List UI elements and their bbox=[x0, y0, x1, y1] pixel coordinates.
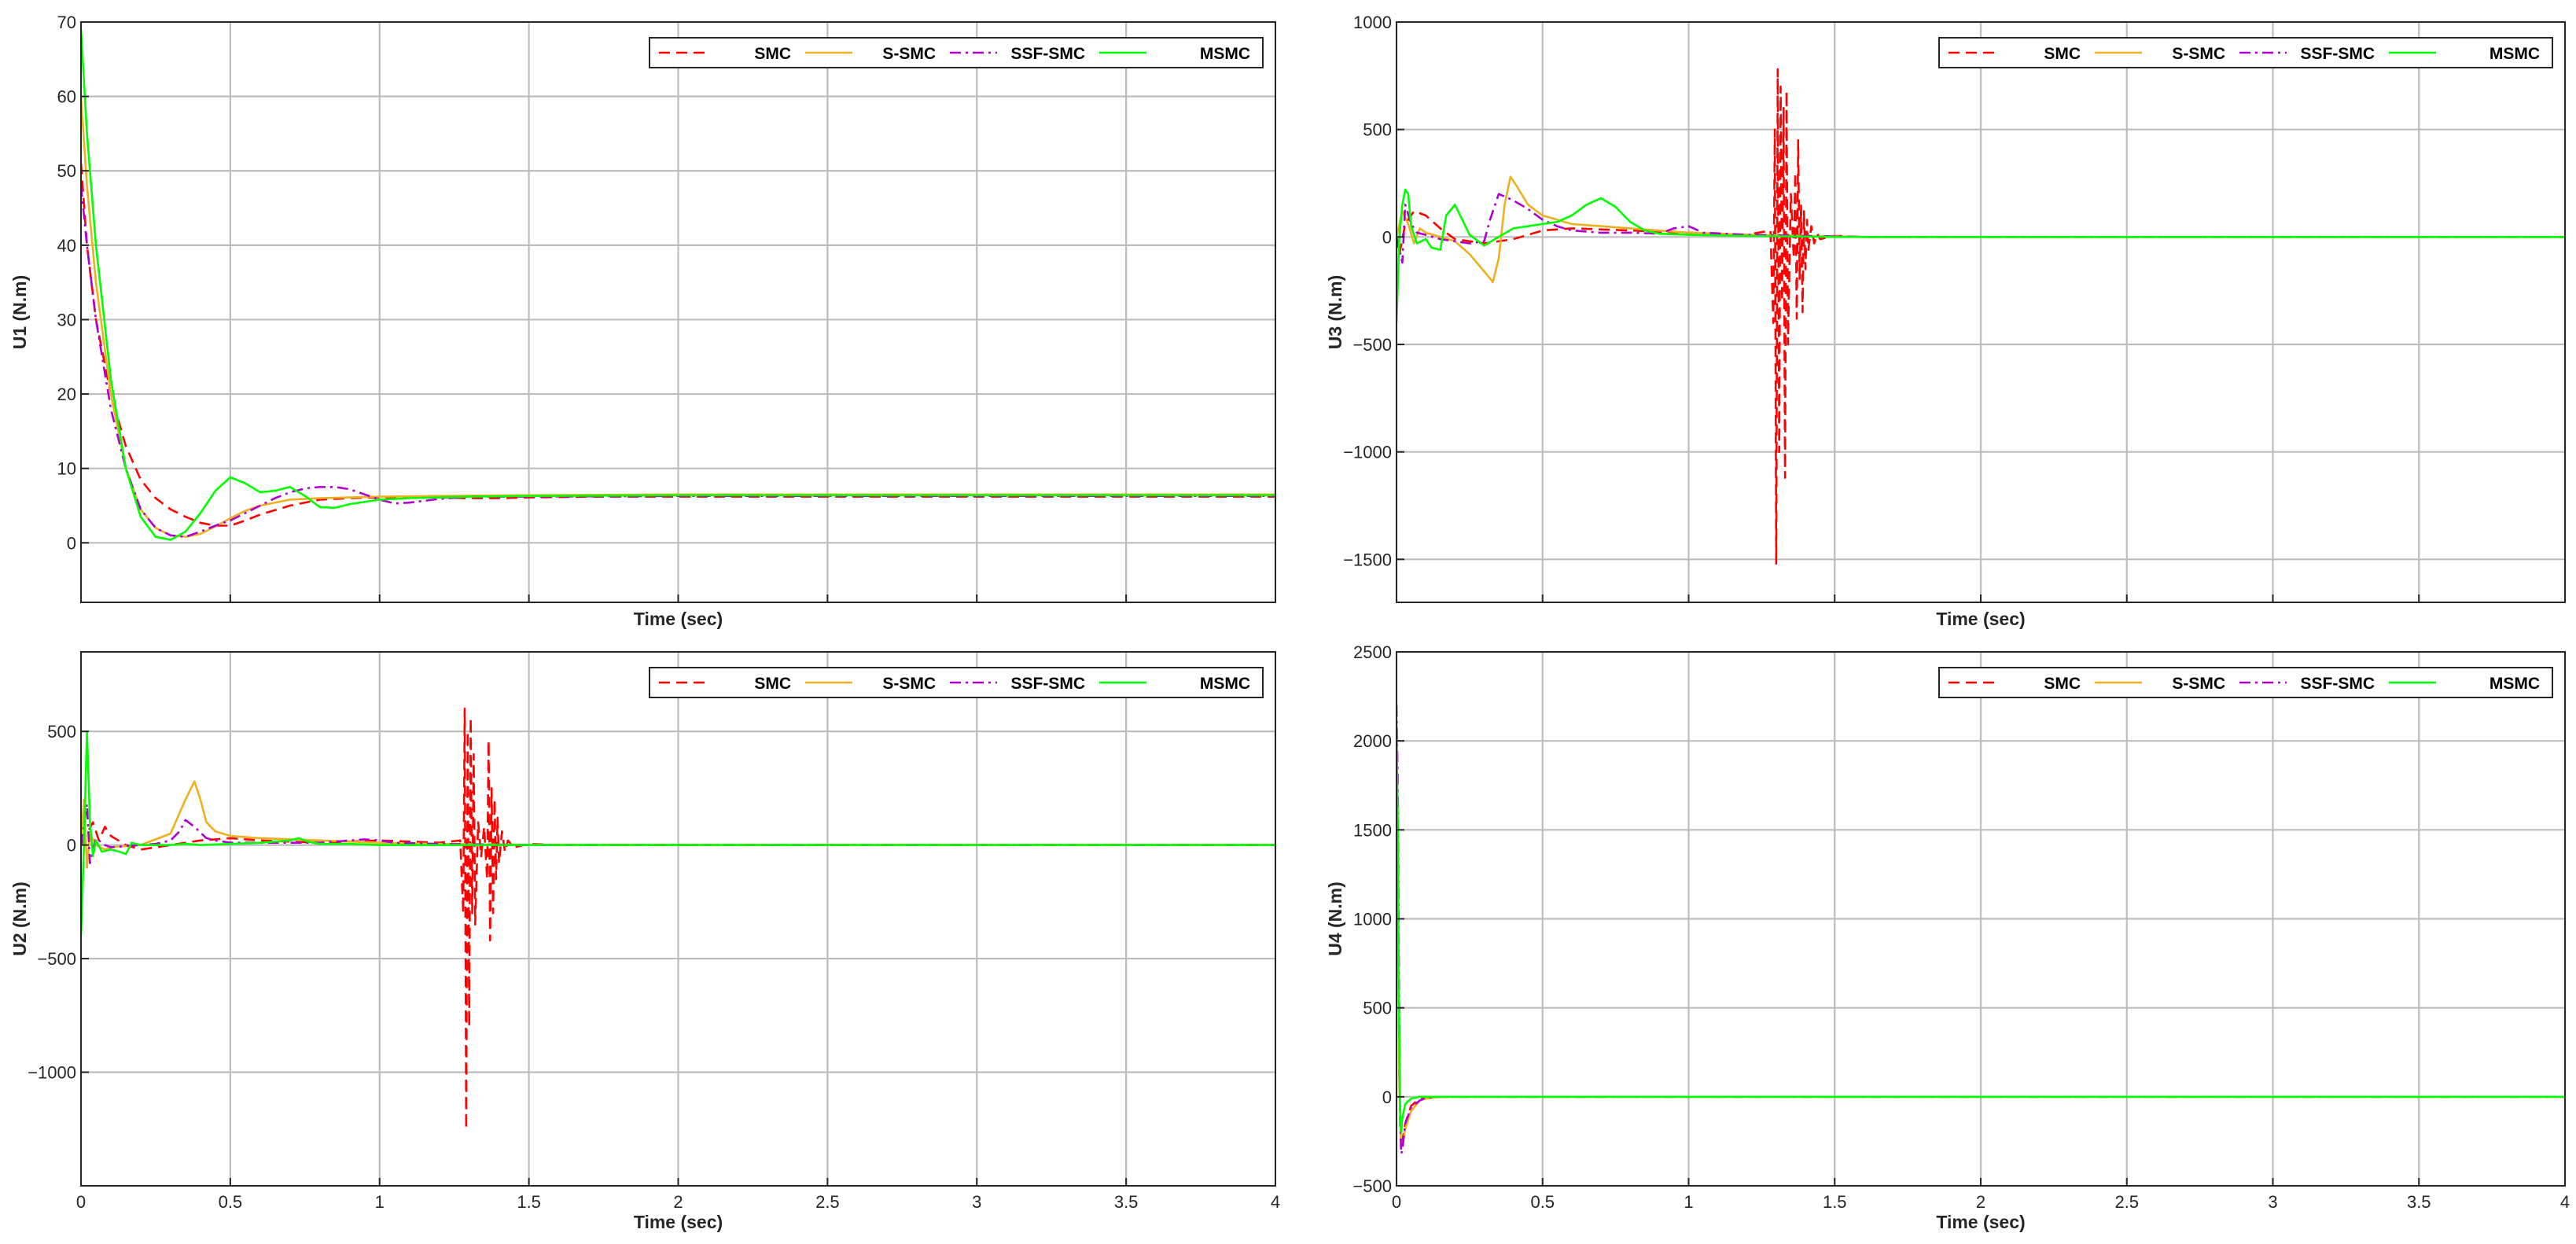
legend-label-smc: SMC bbox=[754, 45, 791, 63]
x-tick-label: 0.5 bbox=[219, 1192, 243, 1212]
y-tick-label: 2500 bbox=[1353, 642, 1392, 662]
y-tick-label: 1500 bbox=[1353, 820, 1392, 840]
legend-label-s-smc: S-SMC bbox=[882, 45, 936, 63]
x-tick-label: 1 bbox=[375, 1192, 385, 1212]
y-tick-label: 10 bbox=[57, 459, 76, 479]
y-tick-label: 50 bbox=[57, 161, 76, 181]
x-tick-label: 0 bbox=[76, 1192, 86, 1212]
legend-label-s-smc: S-SMC bbox=[2172, 675, 2225, 693]
y-tick-label: −500 bbox=[37, 949, 76, 969]
x-tick-label: 1.5 bbox=[517, 1192, 541, 1212]
legend-label-ssf-smc: SSF-SMC bbox=[1011, 45, 1086, 63]
y-tick-label: −500 bbox=[1352, 1176, 1392, 1196]
x-tick-label: 3.5 bbox=[1114, 1192, 1139, 1212]
x-tick-label: 2.5 bbox=[815, 1192, 840, 1212]
y-axis-label: U2 (N.m) bbox=[9, 881, 30, 956]
legend-label-smc: SMC bbox=[2044, 45, 2081, 63]
y-tick-label: −500 bbox=[1352, 335, 1392, 355]
x-tick-label: 2.5 bbox=[2114, 1192, 2139, 1212]
legend-label-ssf-smc: SSF-SMC bbox=[2301, 45, 2375, 63]
x-axis-label: Time (sec) bbox=[634, 609, 723, 629]
series-line-smc bbox=[81, 163, 1275, 527]
legend-label-ssf-smc: SSF-SMC bbox=[1011, 675, 1086, 693]
series-line-s-smc bbox=[1397, 175, 2565, 284]
y-axis-label: U4 (N.m) bbox=[1325, 881, 1345, 956]
y-tick-label: 70 bbox=[57, 13, 76, 32]
chart-2: −1500 −1000 −500 0 500 1000 Time (sec) U3 (N.m)… bbox=[1325, 13, 2567, 629]
x-tick-label: 0.5 bbox=[1530, 1192, 1555, 1212]
legend: SMC S-SMC SSF-SMC MSMC bbox=[649, 37, 1264, 68]
x-tick-label: 3 bbox=[972, 1192, 981, 1212]
y-tick-label: 20 bbox=[57, 385, 76, 404]
x-axis-label: Time (sec) bbox=[634, 1212, 723, 1232]
series-line-smc bbox=[1397, 68, 2565, 565]
x-tick-label: 1 bbox=[1684, 1192, 1693, 1212]
legend-label-msmc: MSMC bbox=[2490, 45, 2540, 63]
x-axis-label: Time (sec) bbox=[1936, 1212, 2025, 1232]
x-tick-label: 2 bbox=[673, 1192, 683, 1212]
y-tick-label: −1000 bbox=[28, 1063, 76, 1083]
y-tick-label: −1500 bbox=[1343, 550, 1392, 569]
x-tick-label: 3.5 bbox=[2407, 1192, 2431, 1212]
y-tick-label: 500 bbox=[1363, 999, 1392, 1018]
y-axis-label: U1 (N.m) bbox=[9, 275, 30, 350]
y-tick-label: 1000 bbox=[1353, 13, 1392, 32]
series-line-msmc bbox=[1397, 188, 2565, 323]
y-tick-label: 2000 bbox=[1353, 731, 1392, 751]
legend: SMC S-SMC SSF-SMC MSMC bbox=[1938, 37, 2553, 68]
series-line-ssf-smc bbox=[81, 186, 1275, 539]
x-tick-label: 4 bbox=[1271, 1192, 1280, 1212]
x-tick-label: 4 bbox=[2560, 1192, 2570, 1212]
legend-label-s-smc: S-SMC bbox=[882, 675, 936, 693]
y-tick-label: 60 bbox=[57, 87, 76, 107]
legend-label-msmc: MSMC bbox=[1200, 45, 1250, 63]
y-tick-label: 500 bbox=[1363, 120, 1392, 140]
series-line-msmc bbox=[81, 730, 1275, 937]
legend-label-ssf-smc: SSF-SMC bbox=[2301, 675, 2375, 693]
y-tick-label: −1000 bbox=[1343, 443, 1392, 462]
y-tick-label: 0 bbox=[67, 533, 76, 553]
x-tick-label: 0 bbox=[1392, 1192, 1401, 1212]
series-line-ssf-smc bbox=[81, 803, 1275, 864]
legend: SMC S-SMC SSF-SMC MSMC bbox=[649, 667, 1264, 698]
chart-1: 0 10 20 30 40 50 60 70 Time (sec) U1 (N.m) SMC S-SM… bbox=[9, 13, 1277, 629]
legend-box bbox=[649, 37, 1264, 68]
x-tick-label: 2 bbox=[1976, 1192, 1985, 1212]
series-line-ssf-smc bbox=[1397, 193, 2565, 264]
x-axis-label: Time (sec) bbox=[1936, 609, 2025, 629]
legend-label-msmc: MSMC bbox=[1200, 675, 1250, 693]
series-line-msmc bbox=[81, 29, 1275, 541]
chart-3: −1000 −500 0 500 0 0.5 1 1.5 2 2.5 3 3.5 4 Time (sec)… bbox=[9, 651, 1280, 1232]
legend-label-smc: SMC bbox=[754, 675, 791, 693]
y-tick-label: 500 bbox=[47, 722, 76, 742]
y-axis-label: U3 (N.m) bbox=[1325, 275, 1345, 350]
y-tick-label: 1000 bbox=[1353, 910, 1392, 929]
y-tick-label: 0 bbox=[67, 836, 76, 856]
legend-label-smc: SMC bbox=[2044, 675, 2081, 693]
y-tick-label: 40 bbox=[57, 236, 76, 256]
y-tick-label: 0 bbox=[1382, 1088, 1392, 1107]
series-line-smc bbox=[81, 707, 1275, 1131]
legend: SMC S-SMC SSF-SMC MSMC bbox=[1938, 667, 2553, 698]
y-tick-label: 0 bbox=[1382, 227, 1392, 247]
legend-label-s-smc: S-SMC bbox=[2172, 45, 2225, 63]
series-line-msmc bbox=[1397, 723, 2565, 1134]
x-tick-label: 3 bbox=[2268, 1192, 2277, 1212]
x-tick-label: 1.5 bbox=[1823, 1192, 1847, 1212]
legend-label-msmc: MSMC bbox=[2490, 675, 2540, 693]
y-tick-label: 30 bbox=[57, 310, 76, 329]
